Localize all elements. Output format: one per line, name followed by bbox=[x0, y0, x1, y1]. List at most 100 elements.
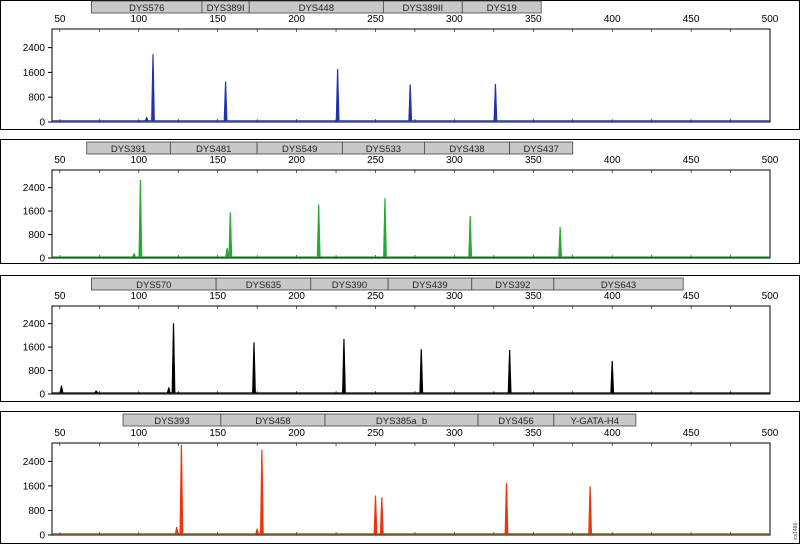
y-tick-label: 800 bbox=[28, 506, 45, 517]
marker-label: DYS456 bbox=[498, 416, 533, 427]
allele-peak[interactable] bbox=[335, 69, 340, 121]
marker-label: DYS576 bbox=[129, 3, 164, 14]
x-tick-label: 200 bbox=[288, 291, 305, 302]
allele-peak[interactable] bbox=[132, 253, 136, 257]
allele-peak[interactable] bbox=[610, 360, 615, 393]
allele-peak[interactable] bbox=[151, 54, 155, 121]
marker-label: DYS389I bbox=[207, 3, 245, 14]
marker-label: DYS438 bbox=[449, 144, 484, 155]
x-tick-label: 250 bbox=[367, 14, 384, 25]
marker-label: DYS448 bbox=[299, 3, 334, 14]
allele-peak[interactable] bbox=[558, 226, 563, 257]
marker-bin[interactable] bbox=[553, 413, 637, 427]
allele-peak[interactable] bbox=[504, 483, 509, 534]
allele-peak[interactable] bbox=[138, 179, 143, 257]
allele-peak[interactable] bbox=[419, 349, 424, 393]
x-tick-label: 300 bbox=[446, 14, 463, 25]
y-tick-label: 2400 bbox=[23, 183, 46, 194]
y-tick-label: 0 bbox=[39, 254, 45, 265]
x-tick-label: 450 bbox=[683, 291, 700, 302]
allele-peak[interactable] bbox=[259, 449, 264, 534]
allele-peak[interactable] bbox=[59, 385, 64, 393]
marker-label: DYS385a_b bbox=[376, 416, 427, 427]
allele-peak[interactable] bbox=[468, 216, 473, 257]
allele-peak[interactable] bbox=[408, 84, 413, 121]
x-tick-label: 300 bbox=[446, 291, 463, 302]
allele-peak[interactable] bbox=[228, 212, 233, 257]
plot-area bbox=[51, 442, 771, 536]
x-tick-label: 450 bbox=[683, 14, 700, 25]
x-tick-label: 400 bbox=[604, 428, 621, 439]
allele-peak[interactable] bbox=[342, 338, 346, 393]
x-tick-label: 350 bbox=[525, 428, 542, 439]
allele-peak[interactable] bbox=[316, 204, 321, 257]
y-tick-label: 800 bbox=[28, 366, 45, 377]
allele-peak[interactable] bbox=[252, 342, 256, 393]
marker-label: DYS439 bbox=[412, 280, 447, 291]
x-tick-label: 300 bbox=[446, 428, 463, 439]
x-tick-label: 350 bbox=[525, 155, 542, 166]
allele-peak[interactable] bbox=[223, 81, 228, 121]
x-tick-label: 150 bbox=[209, 155, 226, 166]
marker-label: Y-GATA-H4 bbox=[571, 416, 619, 427]
marker-label: DYS458 bbox=[255, 416, 290, 427]
y-tick-label: 1600 bbox=[23, 481, 46, 492]
x-tick-label: 500 bbox=[762, 14, 779, 25]
x-tick-label: 250 bbox=[367, 291, 384, 302]
allele-peak[interactable] bbox=[493, 83, 498, 121]
allele-peak[interactable] bbox=[94, 390, 99, 393]
x-tick-label: 100 bbox=[130, 14, 147, 25]
marker-label: DYS19 bbox=[487, 3, 517, 14]
x-tick-label: 150 bbox=[209, 14, 226, 25]
allele-peak[interactable] bbox=[373, 495, 378, 534]
y-tick-label: 0 bbox=[39, 531, 45, 542]
figure-code-label: ics1486 bbox=[793, 523, 799, 540]
marker-bin[interactable] bbox=[553, 277, 684, 291]
x-tick-label: 500 bbox=[762, 428, 779, 439]
x-tick-label: 200 bbox=[288, 428, 305, 439]
x-tick-label: 50 bbox=[54, 155, 66, 166]
x-tick-label: 400 bbox=[604, 14, 621, 25]
marker-label: DYS570 bbox=[136, 280, 171, 291]
x-tick-label: 350 bbox=[525, 291, 542, 302]
y-tick-label: 0 bbox=[39, 390, 45, 401]
allele-peak[interactable] bbox=[383, 198, 387, 257]
allele-peak[interactable] bbox=[255, 528, 260, 534]
x-tick-label: 50 bbox=[54, 291, 66, 302]
marker-label: DYS437 bbox=[523, 144, 558, 155]
marker-bin[interactable] bbox=[461, 0, 542, 14]
allele-peak[interactable] bbox=[225, 248, 230, 257]
x-tick-label: 400 bbox=[604, 155, 621, 166]
x-tick-label: 150 bbox=[209, 291, 226, 302]
allele-peak[interactable] bbox=[588, 486, 593, 534]
y-tick-label: 1600 bbox=[23, 68, 46, 79]
x-tick-label: 500 bbox=[762, 291, 779, 302]
allele-peak[interactable] bbox=[174, 527, 179, 534]
allele-peak[interactable] bbox=[179, 444, 184, 534]
x-tick-label: 50 bbox=[54, 428, 66, 439]
y-tick-label: 1600 bbox=[23, 343, 46, 354]
allele-peak[interactable] bbox=[166, 387, 171, 393]
allele-peak[interactable] bbox=[144, 117, 149, 121]
marker-label: DYS390 bbox=[332, 280, 367, 291]
x-tick-label: 450 bbox=[683, 155, 700, 166]
allele-peak[interactable] bbox=[507, 349, 512, 393]
allele-peak[interactable] bbox=[171, 323, 176, 393]
y-tick-label: 2400 bbox=[23, 319, 46, 330]
marker-label: DYS391 bbox=[111, 144, 146, 155]
panel-2: DYS391 DYS481 DYS549 DYS533 DYS438 DYS437 50 10… bbox=[0, 139, 800, 265]
y-tick-label: 800 bbox=[28, 230, 45, 241]
marker-label: DYS392 bbox=[495, 280, 530, 291]
marker-label: DYS635 bbox=[246, 280, 281, 291]
allele-peak[interactable] bbox=[379, 497, 384, 534]
x-tick-label: 50 bbox=[54, 14, 66, 25]
x-tick-label: 300 bbox=[446, 155, 463, 166]
marker-label: DYS393 bbox=[154, 416, 189, 427]
marker-label: DYS549 bbox=[282, 144, 317, 155]
x-tick-label: 100 bbox=[130, 155, 147, 166]
x-tick-label: 150 bbox=[209, 428, 226, 439]
x-tick-label: 200 bbox=[288, 14, 305, 25]
x-tick-label: 450 bbox=[683, 428, 700, 439]
marker-bin[interactable] bbox=[509, 141, 574, 155]
